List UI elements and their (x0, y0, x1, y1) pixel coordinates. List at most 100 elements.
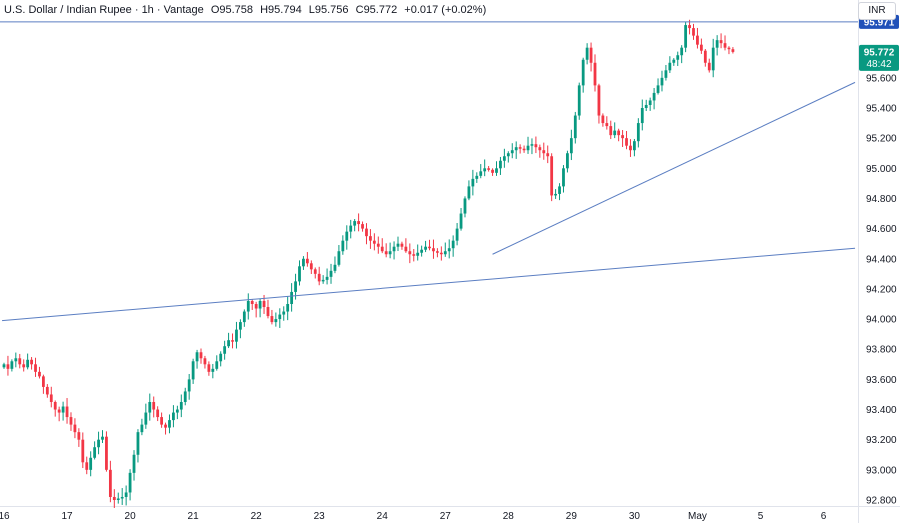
candle-body-down (376, 243, 380, 247)
price-axis-tick-label: 93.400 (866, 405, 897, 416)
candle-body-down (593, 62, 597, 86)
candle-body-up (633, 141, 636, 151)
candle-body-up (581, 59, 585, 86)
candle-body-down (42, 376, 45, 387)
candle-body-up (502, 156, 506, 161)
candle-body-up (341, 240, 345, 252)
candle-body-up (286, 304, 290, 312)
candle-body-up (136, 432, 140, 455)
time-axis-tick-label: 24 (377, 511, 389, 522)
candle-body-up (187, 379, 191, 392)
symbol-legend: U.S. Dollar / Indian Rupee · 1h · Vantag… (4, 4, 490, 16)
candle-body-down (723, 43, 727, 48)
candle-body-up (668, 62, 672, 71)
candle-body-down (69, 417, 73, 425)
candle-body-up (530, 144, 534, 146)
candle-body-down (542, 150, 546, 154)
price-axis-tick-label: 93.200 (866, 435, 897, 446)
candle-body-up (179, 402, 183, 410)
candle-body-up (510, 150, 514, 154)
candle-body-down (105, 436, 108, 470)
candle-body-down (6, 364, 10, 369)
candle-body-down (487, 168, 491, 170)
candle-body-down (49, 394, 53, 402)
candle-body-up (636, 123, 640, 142)
candle-body-up (235, 329, 238, 342)
candle-body-up (183, 391, 187, 402)
candle-body-down (309, 263, 313, 270)
candle-body-down (546, 153, 550, 157)
time-axis-tick-label: 28 (503, 511, 515, 522)
last-price-text: 95.772 (864, 47, 895, 58)
candle-body-down (605, 123, 609, 127)
candle-body-up (396, 243, 400, 247)
candle-body-down (589, 47, 593, 63)
candle-body-down (601, 115, 605, 124)
candle-body-up (168, 420, 171, 428)
candle-body-up (144, 412, 148, 425)
candle-body-down (400, 243, 404, 247)
candle-body-down (439, 252, 443, 255)
time-axis-tick-label: 22 (251, 511, 263, 522)
candle-body-up (420, 249, 424, 253)
time-axis-tick-label: 27 (440, 511, 452, 522)
candle-body-up (483, 168, 487, 172)
candle-body-up (148, 402, 152, 413)
candle-body-up (656, 85, 660, 93)
time-axis-tick-label: 29 (566, 511, 578, 522)
price-axis-tick-label: 93.800 (866, 345, 897, 356)
low-label: L (308, 4, 315, 16)
candle-body-down (692, 28, 695, 36)
candle-body-down (617, 130, 621, 136)
price-axis-tick-label: 95.400 (866, 104, 897, 115)
candle-body-up (124, 492, 128, 497)
candle-body-down (357, 221, 360, 225)
candle-body-up (644, 104, 648, 108)
high-value: 95.794 (268, 4, 302, 16)
candle-body-down (432, 248, 435, 252)
candle-body-down (250, 300, 254, 304)
candle-body-up (337, 251, 341, 265)
candle-body-up (302, 258, 305, 267)
low-value: 95.756 (314, 4, 349, 16)
price-axis-tick-label: 94.200 (866, 284, 897, 295)
candle-body-up (61, 406, 65, 413)
time-axis-tick-label: 21 (188, 511, 200, 522)
candle-body-down (518, 147, 522, 149)
candle-body-up (684, 25, 688, 48)
currency-button[interactable]: INR (858, 2, 896, 20)
candle-body-up (191, 361, 195, 380)
candle-body-up (506, 153, 510, 157)
candle-body-down (727, 47, 731, 50)
price-axis-tick-label: 95.200 (866, 134, 897, 145)
candle-body-down (491, 169, 494, 173)
candle-body-up (392, 246, 396, 252)
candle-body-down (38, 371, 41, 377)
candle-body-up (120, 496, 124, 499)
candle-body-up (101, 436, 104, 440)
candle-body-up (227, 340, 230, 347)
candle-body-down (270, 316, 274, 323)
candle-body-up (10, 361, 14, 369)
time-axis-tick-label: 6 (821, 511, 827, 522)
time-axis-tick-label: 23 (314, 511, 326, 522)
candle-body-up (676, 55, 680, 60)
candle-body-up (526, 145, 530, 151)
candle-body-up (652, 92, 656, 101)
price-axis-tick-label: 95.600 (866, 73, 897, 84)
candle-body-down (688, 25, 691, 29)
candle-body-down (57, 409, 61, 413)
candle-body-down (408, 251, 412, 255)
candle-body-down (629, 145, 632, 151)
symbol-title: U.S. Dollar / Indian Rupee · 1h · Vantag… (4, 4, 204, 16)
candle-body-up (329, 270, 333, 277)
open-value: 95.758 (219, 4, 254, 16)
candle-body-up (416, 252, 420, 256)
candle-body-down (231, 340, 234, 342)
time-axis-tick-label: 5 (758, 511, 764, 522)
close-value: 95.772 (363, 4, 398, 16)
price-axis-tick-label: 92.800 (866, 496, 897, 507)
candle-body-down (597, 85, 601, 116)
